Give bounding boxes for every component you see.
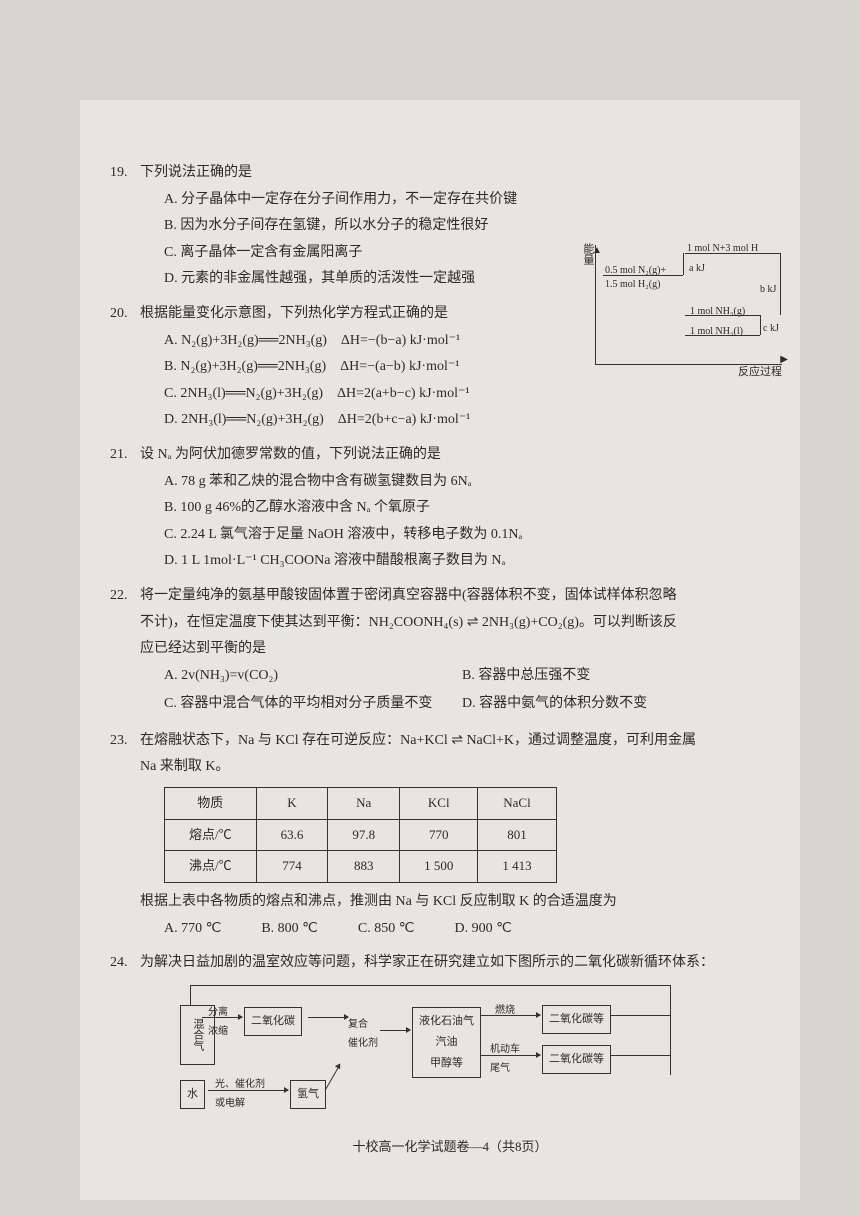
cell-bp-nacl: 1 413	[478, 851, 556, 883]
label-b: b kJ	[760, 280, 776, 299]
return-mid-h	[610, 1055, 670, 1056]
q20-opt-c: C. 2NH₃(l)══N₂(g)+3H₂(g) ΔH=2(a+b−c) kJ·…	[140, 381, 560, 408]
q24-number: 24.	[110, 950, 128, 977]
q23-opt-d: D. 900 ℃	[454, 916, 511, 943]
seg-b	[780, 253, 781, 315]
q23-stem2: Na 来制取 K。	[140, 754, 760, 781]
th-na: Na	[328, 788, 400, 820]
q22-stem3: 应已经达到平衡的是	[140, 636, 760, 663]
box-prod: 液化石油气汽油甲醇等	[412, 1007, 481, 1078]
box-water: 水	[180, 1080, 205, 1109]
cell-bp-na: 883	[328, 851, 400, 883]
table-row: 物质 K Na KCl NaCl	[165, 788, 557, 820]
q22-stem2: 不计)，在恒定温度下使其达到平衡：NH₂COONH₄(s) ⇌ 2NH₃(g)+…	[140, 610, 760, 637]
q23-number: 23.	[110, 728, 128, 755]
label-a: a kJ	[689, 259, 705, 278]
return-top-line	[190, 985, 670, 986]
cell-bp-kcl: 1 500	[400, 851, 478, 883]
cell-mp-k: 63.6	[256, 819, 328, 851]
return-top-h	[610, 1015, 670, 1016]
arrow-2	[308, 1017, 348, 1018]
q22-opt-c: C. 容器中混合气体的平均相对分子质量不变	[164, 691, 462, 718]
q19-opt-b: B. 因为水分子间存在氢键，所以水分子的稳定性很好	[140, 213, 760, 240]
q21-number: 21.	[110, 442, 128, 469]
question-23: 23. 在熔融状态下，Na 与 KCl 存在可逆反应：Na+KCl ⇌ NaCl…	[140, 728, 760, 942]
seg-c	[760, 315, 761, 335]
return-left-v	[190, 985, 191, 1005]
question-24: 24. 为解决日益加剧的温室效应等问题，科学家正在研究建立如下图所示的二氧化碳新…	[140, 950, 760, 1115]
level-bot-label: 1 mol NH₃(l)	[690, 322, 743, 341]
box-co2a: 二氧化碳	[244, 1007, 302, 1036]
q21-opt-c: C. 2.24 L 氯气溶于足量 NaOH 溶液中，转移电子数为 0.1Nₐ	[140, 522, 760, 549]
q23-stem1: 在熔融状态下，Na 与 KCl 存在可逆反应：Na+KCl ⇌ NaCl+K，通…	[140, 733, 696, 748]
page-footer: 十校高一化学试题卷—4（共8页）	[140, 1135, 760, 1160]
exam-page: 19. 下列说法正确的是 A. 分子晶体中一定存在分子间作用力，不一定存在共价键…	[80, 100, 800, 1200]
q19-stem: 下列说法正确的是	[140, 165, 252, 180]
arrow-3	[380, 1030, 410, 1031]
label-burn: 燃烧	[495, 1001, 515, 1020]
table-row: 沸点/℃ 774 883 1 500 1 413	[165, 851, 557, 883]
q20-stem: 根据能量变化示意图，下列热化学方程式正确的是	[140, 306, 448, 321]
table-row: 熔点/℃ 63.6 97.8 770 801	[165, 819, 557, 851]
label-sep: 分离浓缩	[208, 1003, 228, 1041]
label-photo: 光、催化剂或电解	[215, 1075, 265, 1113]
cell-bp-k: 774	[256, 851, 328, 883]
return-right-v	[670, 985, 671, 1075]
th-k: K	[256, 788, 328, 820]
x-axis-label: 反应过程	[738, 362, 782, 383]
cell-bp-label: 沸点/℃	[165, 851, 257, 883]
question-21: 21. 设 Nₐ 为阿伏加德罗常数的值，下列说法正确的是 A. 78 g 苯和乙…	[140, 442, 760, 575]
cell-mp-label: 熔点/℃	[165, 819, 257, 851]
q19-number: 19.	[110, 160, 128, 187]
label-car: 机动车尾气	[490, 1040, 520, 1078]
arrow-1	[202, 1017, 242, 1018]
box-co2c: 二氧化碳等	[542, 1045, 611, 1074]
q23-opt-a: A. 770 ℃	[164, 916, 221, 943]
y-axis-label: 能量	[577, 243, 598, 265]
q21-opt-a: A. 78 g 苯和乙炔的混合物中含有碳氢键数目为 6Nₐ	[140, 469, 760, 496]
q21-opt-b: B. 100 g 46%的乙醇水溶液中含 Nₐ 个氧原子	[140, 495, 760, 522]
q23-opt-b: B. 800 ℃	[261, 916, 318, 943]
level-top-label: 1 mol N+3 mol H	[687, 239, 758, 258]
seg-a	[683, 253, 684, 275]
q22-opt-b: B. 容器中总压强不变	[462, 663, 760, 690]
cell-mp-kcl: 770	[400, 819, 478, 851]
th-nacl: NaCl	[478, 788, 556, 820]
q20-number: 20.	[110, 301, 128, 328]
th-kcl: KCl	[400, 788, 478, 820]
q21-stem: 设 Nₐ 为阿伏加德罗常数的值，下列说法正确的是	[140, 447, 441, 462]
q20-opt-b: B. N₂(g)+3H₂(g)══2NH₃(g) ΔH=−(a−b) kJ·mo…	[140, 354, 560, 381]
q20-opt-d: D. 2NH₃(l)══N₂(g)+3H₂(g) ΔH=2(b+c−a) kJ·…	[140, 407, 560, 434]
q21-opt-d: D. 1 L 1mol·L⁻¹ CH₃COONa 溶液中醋酸根离子数目为 Nₐ	[140, 548, 760, 575]
energy-diagram: ▲ ▶ 能量 反应过程 1 mol N+3 mol H 0.5 mol N₂(g…	[595, 245, 790, 375]
level-mid-label: 1 mol NH₃(g)	[690, 302, 745, 321]
q19-opt-a: A. 分子晶体中一定存在分子间作用力，不一定存在共价键	[140, 187, 760, 214]
q23-opt-c: C. 850 ℃	[358, 916, 415, 943]
box-h2: 氢气	[290, 1080, 326, 1109]
level-left-label2: 1.5 mol H₂(g)	[605, 275, 660, 294]
question-22: 22. 将一定量纯净的氨基甲酸铵固体置于密闭真空容器中(容器体积不变，固体试样体…	[140, 583, 760, 720]
th-substance: 物质	[165, 788, 257, 820]
q23-after: 根据上表中各物质的熔点和沸点，推测由 Na 与 KCl 反应制取 K 的合适温度…	[140, 889, 760, 916]
q23-table: 物质 K Na KCl NaCl 熔点/℃ 63.6 97.8 770 801 …	[164, 787, 557, 883]
q22-number: 22.	[110, 583, 128, 610]
cell-mp-nacl: 801	[478, 819, 556, 851]
label-cat: 复合催化剂	[348, 1015, 378, 1053]
q24-stem: 为解决日益加剧的温室效应等问题，科学家正在研究建立如下图所示的二氧化碳新循环体系…	[140, 955, 714, 970]
q22-opt-d: D. 容器中氨气的体积分数不变	[462, 691, 760, 718]
q22-opt-a: A. 2v(NH₃)=v(CO₂)	[164, 663, 462, 690]
box-co2b: 二氧化碳等	[542, 1005, 611, 1034]
co2-cycle-flowchart: 混合气 分离浓缩 二氧化碳 复合催化剂 液化石油气汽油甲醇等 燃烧 二氧化碳等 …	[180, 985, 720, 1115]
cell-mp-na: 97.8	[328, 819, 400, 851]
arrow-h2-up	[325, 1064, 341, 1090]
q22-stem1: 将一定量纯净的氨基甲酸铵固体置于密闭真空容器中(容器体积不变，固体试样体积忽略	[140, 588, 677, 603]
label-c: c kJ	[763, 319, 779, 338]
q20-opt-a: A. N₂(g)+3H₂(g)══2NH₃(g) ΔH=−(b−a) kJ·mo…	[140, 328, 560, 355]
